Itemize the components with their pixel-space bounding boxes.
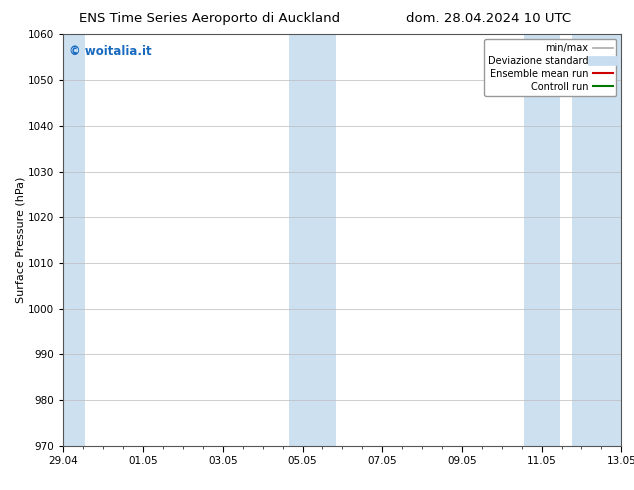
Text: ENS Time Series Aeroporto di Auckland: ENS Time Series Aeroporto di Auckland xyxy=(79,12,340,25)
Bar xyxy=(288,34,337,446)
Text: dom. 28.04.2024 10 UTC: dom. 28.04.2024 10 UTC xyxy=(406,12,571,25)
Y-axis label: Surface Pressure (hPa): Surface Pressure (hPa) xyxy=(15,177,25,303)
Bar xyxy=(571,34,623,446)
Bar xyxy=(61,34,86,446)
Bar xyxy=(524,34,560,446)
Text: © woitalia.it: © woitalia.it xyxy=(69,45,152,58)
Legend: min/max, Deviazione standard, Ensemble mean run, Controll run: min/max, Deviazione standard, Ensemble m… xyxy=(484,39,616,96)
